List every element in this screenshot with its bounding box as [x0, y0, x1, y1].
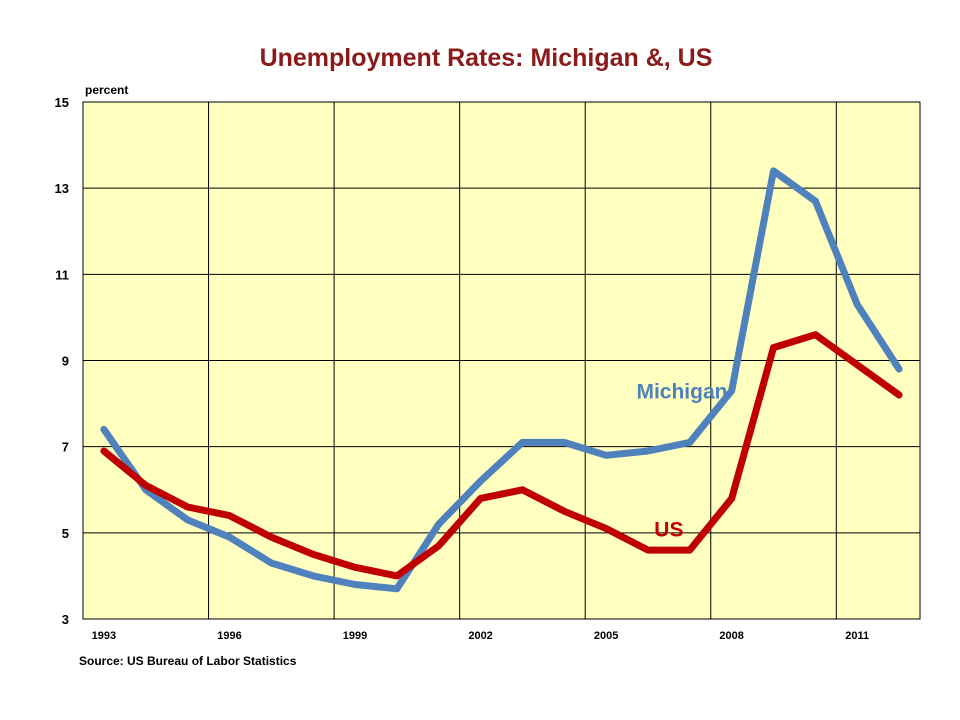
y-tick-label: 5: [62, 526, 69, 541]
y-tick-label: 13: [55, 181, 69, 196]
y-tick-label: 15: [55, 95, 69, 110]
y-axis-tick-labels: 3 5 7 9 11 13 15: [55, 95, 69, 627]
series-line-michigan: [100, 167, 903, 593]
chart-title: Unemployment Rates: Michigan &, US: [259, 44, 713, 72]
y-tick-label: 9: [62, 354, 69, 369]
x-tick-label: 2008: [719, 630, 743, 642]
x-tick-label: 1999: [343, 630, 367, 642]
y-tick-label: 7: [62, 440, 69, 455]
y-tick-label: 11: [55, 267, 69, 282]
series-label-michigan: Michigan: [636, 381, 727, 404]
y-axis-label: percent: [85, 83, 128, 97]
x-tick-label: 2005: [594, 630, 618, 642]
y-tick-label: 3: [62, 612, 69, 627]
x-tick-label: 2002: [468, 630, 492, 642]
series-labels: Michigan US: [636, 381, 727, 542]
x-tick-label: 2011: [845, 630, 869, 642]
x-tick-label: 1996: [217, 630, 241, 642]
series-line-us: [100, 331, 903, 580]
plot-border: [82, 101, 921, 620]
x-axis-tick-labels: 1993 1996 1999 2002 2005 2008 2011: [92, 630, 869, 642]
x-tick-label: 1993: [92, 630, 116, 642]
series-lines: [100, 167, 903, 593]
series-label-us: US: [654, 519, 683, 542]
source-note: Source: US Bureau of Labor Statistics: [79, 654, 297, 668]
